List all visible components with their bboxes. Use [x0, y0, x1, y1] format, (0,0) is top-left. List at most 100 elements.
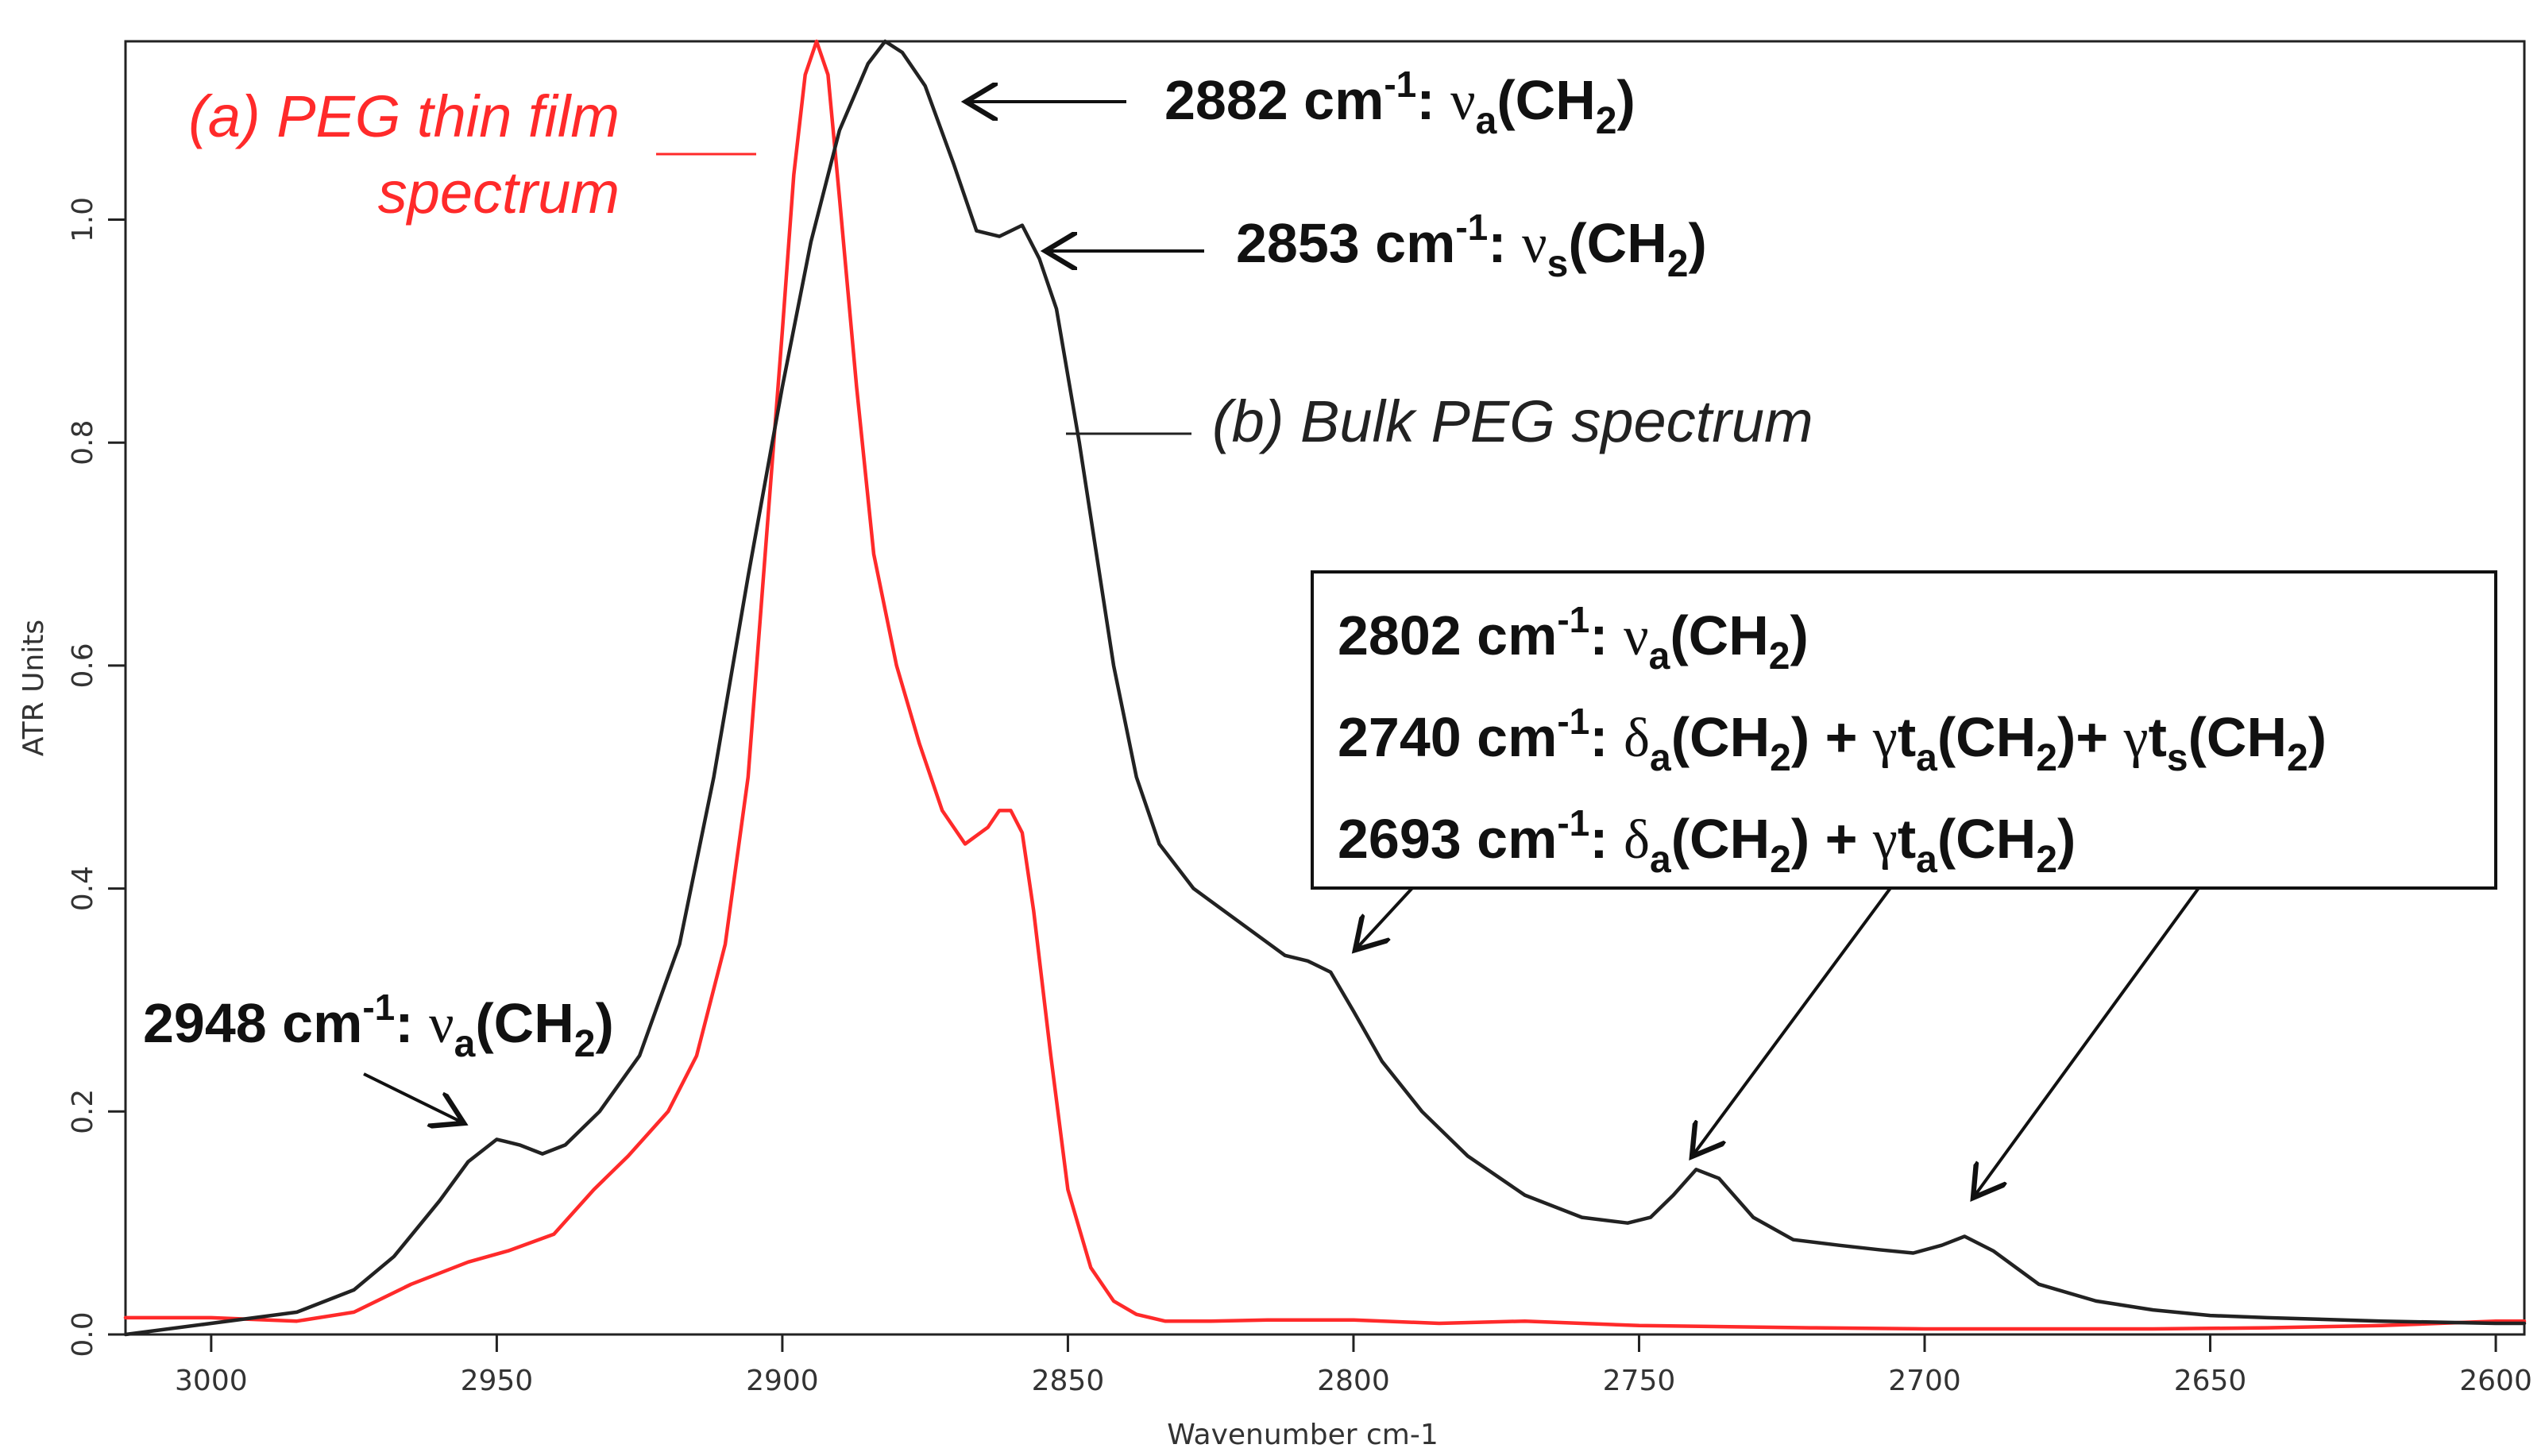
b2740-t1: t [1898, 706, 1916, 768]
b2740-sub1: a [1650, 737, 1671, 779]
annotation-box: 2802 cm-1: νa(CH2) 2740 cm-1: δa(CH2) + … [1311, 570, 2497, 890]
ann-2882-sub: a [1476, 100, 1497, 142]
ann-2882-end: ) [1617, 69, 1636, 131]
ann-2948-end: ) [596, 992, 614, 1054]
b2802-sub: a [1649, 635, 1670, 678]
y-tick-label-0.0: 0.0 [67, 1311, 99, 1357]
b2740-f: )+ [2057, 706, 2124, 768]
ann-2948-rest: (CH [475, 992, 573, 1054]
ann-2948-sub: a [454, 1023, 476, 1065]
b2740-d: ) + [1791, 706, 1873, 768]
ann-2853-end: ) [1689, 212, 1707, 274]
x-tick-label-2950: 2950 [461, 1365, 534, 1397]
x-tick-label-2600: 2600 [2459, 1365, 2532, 1397]
annotation-2948: 2948 cm-1: νa(CH2) [143, 987, 614, 1123]
b2740-sub4: 2 [2036, 737, 2057, 779]
annotation-box-frame [1311, 570, 2497, 890]
ann-2853-rsub: 2 [1667, 243, 1689, 285]
series-line-peg-thin-film [123, 39, 2527, 1331]
arrow-2802 [1355, 886, 1414, 950]
ann-2853-rest: (CH [1568, 212, 1666, 274]
ann-2882-rest: (CH [1496, 69, 1595, 131]
y-tick-label-0.4: 0.4 [67, 866, 99, 911]
legend-b-text: (b) Bulk PEG spectrum [1212, 388, 1813, 454]
y-tick-label-0.8: 0.8 [67, 420, 99, 465]
b2802-sym: ν [1624, 606, 1649, 667]
arrow-2948 [363, 1072, 464, 1123]
x-tick-label-2700: 2700 [1888, 1365, 1961, 1397]
annotation-2882: 2882 cm-1: νa(CH2) [966, 64, 1636, 142]
b2740-b: : [1589, 706, 1624, 768]
b2693-b: : [1589, 808, 1624, 870]
b2740-sym1: δ [1624, 708, 1650, 769]
y-tick-label-1.0: 1.0 [67, 197, 99, 242]
arrow-2740 [1692, 886, 1892, 1157]
b2740-sym2: γ [1872, 708, 1898, 769]
ann-2882-rsub: 2 [1596, 100, 1617, 142]
x-axis: 3000 2950 2900 2850 2800 2750 2700 2650 2600 [175, 1334, 2532, 1397]
b2740-sub2: 2 [1770, 737, 1791, 779]
annotation-2853: 2853 cm-1: νs(CH2) [1045, 207, 1707, 285]
ann-2882-colon: : [1416, 69, 1450, 131]
y-tick-label-0.6: 0.6 [67, 643, 99, 688]
series-layer [123, 39, 2527, 1337]
ann-2948-sup: -1 [362, 987, 395, 1028]
b2693-sub3: a [1916, 839, 1937, 881]
b2693-a: 2693 cm [1338, 808, 1557, 870]
ann-2853-sup: -1 [1455, 207, 1488, 248]
b2802-d: ) [1790, 604, 1809, 666]
annotation-2882-text: 2882 cm-1: νa(CH2) [1164, 64, 1636, 142]
x-tick-label-2650: 2650 [2174, 1365, 2247, 1397]
legend-series-a: (a) PEG thin film spectrum [188, 83, 756, 226]
b2740-a: 2740 cm [1338, 706, 1557, 768]
b2740-sym3: γ [2123, 708, 2149, 769]
x-tick-label-2900: 2900 [746, 1365, 819, 1397]
b2693-f: ) [2057, 808, 2076, 870]
ann-2882-sym: ν [1450, 71, 1476, 132]
b2740-t2: t [2149, 706, 2167, 768]
b2802-b: : [1589, 604, 1624, 666]
b2693-c: (CH [1671, 808, 1770, 870]
legend-series-b: (b) Bulk PEG spectrum [1066, 388, 1813, 454]
b2802-sup: -1 [1557, 599, 1589, 640]
legend-a-text-line1: (a) PEG thin film [188, 83, 620, 149]
annotation-2853-text: 2853 cm-1: νs(CH2) [1236, 207, 1707, 285]
b2693-sym1: δ [1624, 809, 1650, 871]
b2740-sub3: a [1916, 737, 1937, 779]
b2693-sup: -1 [1557, 802, 1589, 844]
x-tick-label-2850: 2850 [1032, 1365, 1105, 1397]
arrow-2693 [1973, 886, 2200, 1198]
b2693-e: (CH [1937, 808, 2036, 870]
legend-a-text-line2: spectrum [378, 160, 620, 226]
box-line-2693: 2693 cm-1: δa(CH2) + γta(CH2) [1338, 802, 2076, 881]
series-line-bulk-peg [123, 39, 2527, 1337]
ann-2948-prefix: 2948 cm [143, 992, 362, 1054]
ann-2948-rsub: 2 [574, 1023, 596, 1065]
b2740-sup: -1 [1557, 701, 1589, 742]
b2693-t1: t [1898, 808, 1916, 870]
b2693-sub2: 2 [1770, 839, 1791, 881]
b2740-c: (CH [1671, 706, 1770, 768]
b2802-sub2: 2 [1769, 635, 1790, 678]
box-line-2740: 2740 cm-1: δa(CH2) + γta(CH2)+ γts(CH2) [1338, 701, 2327, 779]
x-tick-label-3000: 3000 [175, 1365, 248, 1397]
b2693-d: ) + [1791, 808, 1873, 870]
y-tick-label-0.2: 0.2 [67, 1089, 99, 1134]
ann-2853-sym: ν [1522, 214, 1547, 275]
y-axis: 0.0 0.2 0.4 0.6 0.8 1.0 [67, 197, 126, 1358]
b2693-sub1: a [1650, 839, 1671, 881]
box-line-2802: 2802 cm-1: νa(CH2) [1338, 599, 1809, 678]
b2740-e: (CH [1937, 706, 2036, 768]
b2740-g: (CH [2188, 706, 2287, 768]
ann-2882-prefix: 2882 cm [1164, 69, 1384, 131]
ann-2853-prefix: 2853 cm [1236, 212, 1455, 274]
b2740-sub5: s [2167, 737, 2188, 779]
x-tick-label-2800: 2800 [1317, 1365, 1390, 1397]
x-tick-label-2750: 2750 [1603, 1365, 1676, 1397]
ann-2948-sym: ν [429, 994, 454, 1055]
ann-2948-colon: : [395, 992, 429, 1054]
b2740-sub6: 2 [2287, 737, 2308, 779]
plot-frame [124, 40, 2526, 1336]
b2740-h: ) [2308, 706, 2327, 768]
b2802-c: (CH [1670, 604, 1768, 666]
